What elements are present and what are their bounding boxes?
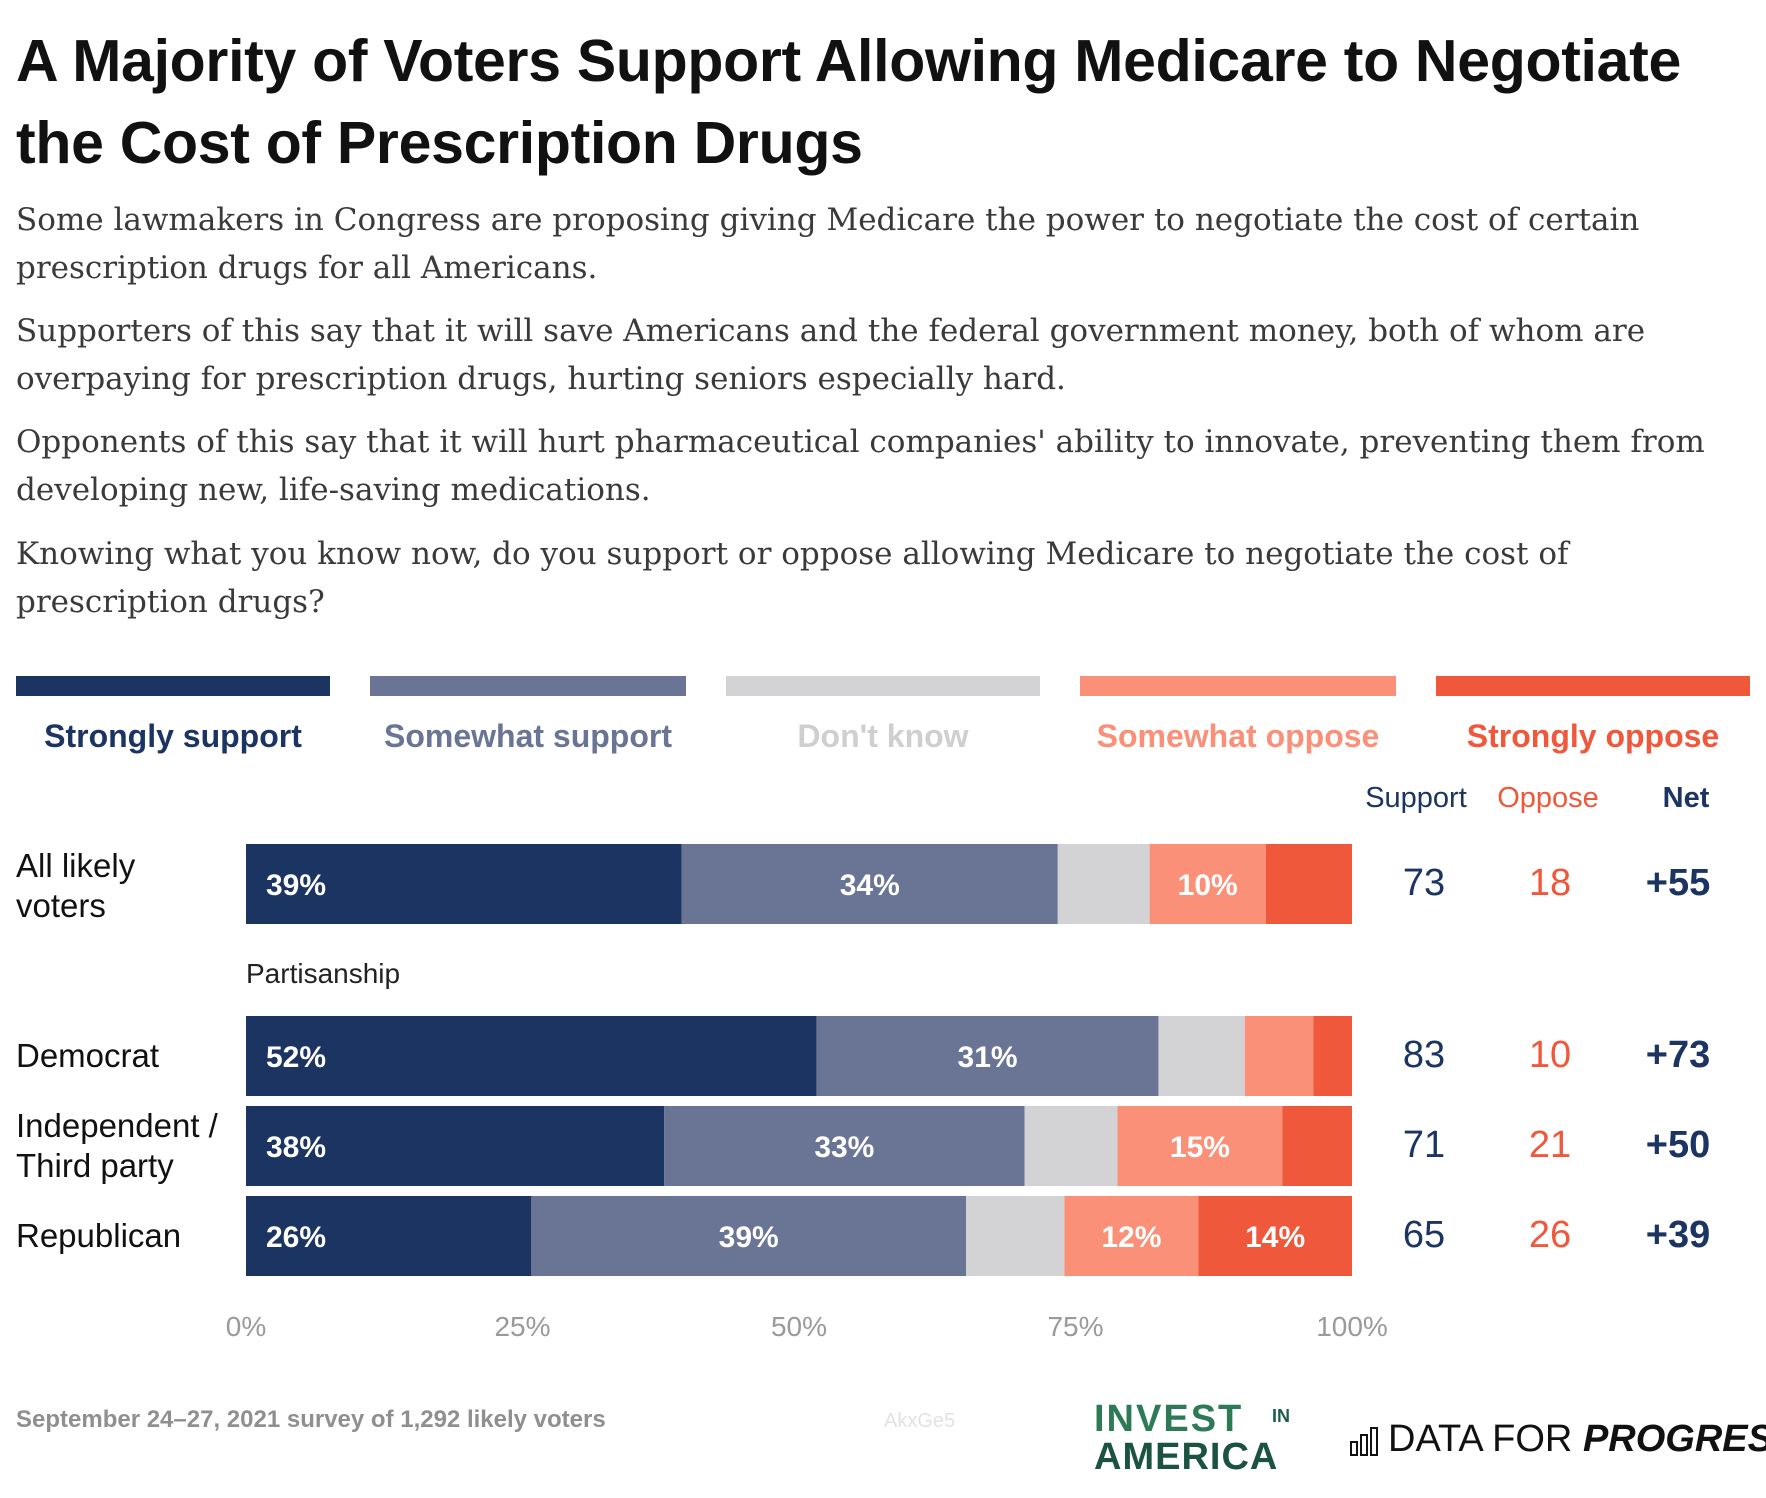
bar-segment-republican-strongly-oppose	[1198, 1196, 1352, 1276]
logo-text-data-for: DATA FOR	[1388, 1418, 1583, 1460]
bar-label-all-likely-voters-somewhat-support: 34%	[840, 869, 900, 902]
x-tick-label-25: 25%	[494, 1311, 550, 1342]
legend-label-somewhat-support: Somewhat support	[383, 718, 672, 754]
logo-text-invest: INVEST	[1094, 1398, 1244, 1440]
support-value-republican: 65	[1402, 1214, 1446, 1256]
oppose-value-democrat: 10	[1528, 1034, 1572, 1076]
row-label-line: voters	[16, 887, 106, 924]
legend-item-somewhat-oppose: Somewhat oppose	[1080, 676, 1396, 796]
bar-label-independent-third-party-somewhat-oppose: 15%	[1170, 1131, 1230, 1164]
chart-title: A Majority of Voters Support Allowing Me…	[16, 28, 1682, 176]
data-for-progress-logo: DATA FOR PROGRESS	[1350, 1418, 1766, 1462]
bar-segment-all-likely-voters-somewhat-support	[681, 844, 1058, 924]
x-tick-label-0: 0%	[226, 1311, 266, 1342]
bar-segment-all-likely-voters-somewhat-oppose	[1149, 844, 1266, 924]
net-value-independent: +50	[1645, 1124, 1711, 1166]
legend-item-somewhat-support: Somewhat support	[370, 676, 686, 796]
bar-segment-republican-somewhat-oppose	[1064, 1196, 1199, 1276]
oppose-column-header: Oppose	[1497, 782, 1599, 814]
row-label-line: Independent /	[16, 1107, 218, 1144]
x-tick-label-75: 75%	[1047, 1311, 1103, 1342]
row-label-independent: Independent / Third party	[16, 1106, 218, 1186]
bar-segment-all-likely-voters-strongly-oppose	[1265, 844, 1352, 924]
net-value-republican: +39	[1645, 1214, 1711, 1256]
logo-text-america: AMERICA	[1094, 1436, 1279, 1478]
legend-label-strongly-support: Strongly support	[44, 718, 302, 754]
row-label-line: Democrat	[16, 1037, 160, 1074]
bar-segment-independent-third-party-somewhat-support	[664, 1106, 1025, 1186]
invest-in-america-logo: INVEST IN AMERICA	[1094, 1398, 1310, 1478]
bar-label-republican-strongly-support: 26%	[266, 1221, 326, 1254]
bar-label-independent-third-party-somewhat-support: 33%	[814, 1131, 874, 1164]
survey-source-note: September 24–27, 2021 survey of 1,292 li…	[16, 1406, 606, 1433]
bar-label-democrat-somewhat-support: 31%	[958, 1041, 1018, 1074]
bar-segment-independent-third-party-strongly-oppose	[1282, 1106, 1352, 1186]
bar-label-independent-third-party-strongly-support: 38%	[266, 1131, 326, 1164]
bar-segment-democrat-strongly-oppose	[1313, 1016, 1352, 1096]
oppose-value-all: 18	[1528, 862, 1572, 904]
bar-label-all-likely-voters-somewhat-oppose: 10%	[1178, 869, 1238, 902]
bar-label-democrat-strongly-support: 52%	[266, 1041, 326, 1074]
bar-label-republican-somewhat-oppose: 12%	[1101, 1221, 1161, 1254]
row-label-line: Third party	[16, 1147, 174, 1184]
legend-label-somewhat-oppose: Somewhat oppose	[1096, 718, 1380, 754]
bar-segment-democrat-somewhat-oppose	[1244, 1016, 1314, 1096]
logo-text-in: IN	[1272, 1406, 1290, 1426]
bar-segment-republican-don-t-know	[966, 1196, 1065, 1276]
x-tick-label-100: 100%	[1316, 1311, 1388, 1342]
x-tick-label-50: 50%	[771, 1311, 827, 1342]
row-label-all-likely-voters: All likely voters	[16, 846, 135, 926]
bar-segment-independent-third-party-don-t-know	[1024, 1106, 1118, 1186]
logo-text-progress: PROGRESS	[1582, 1418, 1766, 1460]
bar-label-republican-strongly-oppose: 14%	[1245, 1221, 1305, 1254]
row-label-republican: Republican	[16, 1216, 181, 1256]
net-value-all: +55	[1645, 862, 1711, 904]
bar-segment-democrat-somewhat-support	[816, 1016, 1159, 1096]
supporters-paragraph: Supporters of this say that it will save…	[16, 313, 1646, 397]
legend-label-dont-know: Don't know	[797, 718, 969, 754]
bar-segment-all-likely-voters-don-t-know	[1057, 844, 1150, 924]
stacked-bar-chart: 39% 34% 10% 52% 31% 38% 33% 15% 26% 39% 12% 14% 0% 25…	[226, 844, 1388, 1342]
intro-paragraph: Some lawmakers in Congress are proposing…	[16, 202, 1640, 286]
question-paragraph: Knowing what you know now, do you suppor…	[16, 536, 1569, 620]
legend-swatch-strongly-support	[16, 676, 330, 696]
net-value-democrat: +73	[1645, 1034, 1711, 1076]
row-label-line: Republican	[16, 1217, 182, 1254]
bar-label-republican-somewhat-support: 39%	[719, 1221, 779, 1254]
legend-swatch-dont-know	[726, 676, 1040, 696]
chart-code: AkxGe5	[884, 1410, 956, 1432]
bar-segment-republican-strongly-support	[246, 1196, 532, 1276]
oppose-value-independent: 21	[1528, 1124, 1572, 1166]
support-value-democrat: 83	[1402, 1034, 1446, 1076]
opponents-paragraph: Opponents of this say that it will hurt …	[16, 424, 1705, 508]
bar-segment-democrat-strongly-support	[246, 1016, 817, 1096]
bar-segment-democrat-don-t-know	[1158, 1016, 1245, 1096]
row-label-line: All likely	[16, 847, 136, 884]
bar-segment-independent-third-party-somewhat-oppose	[1117, 1106, 1283, 1186]
legend-item-strongly-support: Strongly support	[16, 676, 330, 796]
support-column-header: Support	[1365, 782, 1467, 814]
legend-label-strongly-oppose: Strongly oppose	[1466, 718, 1720, 754]
bar-label-all-likely-voters-strongly-support: 39%	[266, 869, 326, 902]
legend-item-strongly-oppose: Strongly oppose	[1436, 676, 1750, 796]
bar-segment-independent-third-party-strongly-support	[246, 1106, 665, 1186]
legend-swatch-strongly-oppose	[1436, 676, 1750, 696]
net-column-header: Net	[1662, 782, 1710, 814]
bar-segment-all-likely-voters-strongly-support	[246, 844, 682, 924]
support-value-all: 73	[1402, 862, 1446, 904]
support-value-independent: 71	[1402, 1124, 1446, 1166]
legend-item-dont-know: Don't know	[726, 676, 1040, 796]
partisanship-group-label: Partisanship	[246, 958, 401, 989]
bar-segment-republican-somewhat-support	[531, 1196, 967, 1276]
bar-chart-icon	[1350, 1426, 1378, 1456]
legend-swatch-somewhat-support	[370, 676, 686, 696]
row-label-democrat: Democrat	[16, 1036, 159, 1076]
oppose-value-republican: 26	[1528, 1214, 1572, 1256]
legend-swatch-somewhat-oppose	[1080, 676, 1396, 696]
